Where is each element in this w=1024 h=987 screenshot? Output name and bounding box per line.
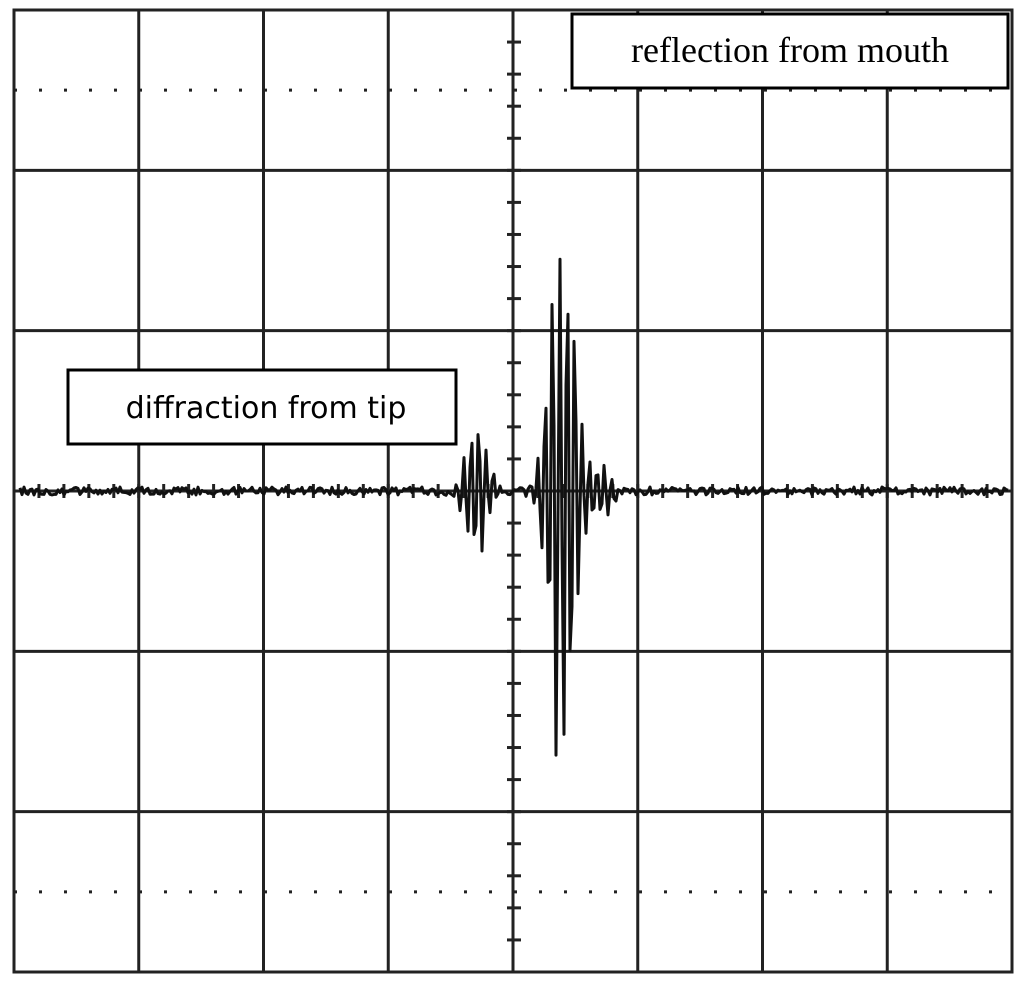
annotation-box — [66, 368, 458, 446]
annotation-text: reflection from mouth — [631, 30, 949, 70]
waveform — [18, 257, 1009, 757]
annotation-box — [570, 12, 1010, 90]
annotation-text: diffraction from tip — [126, 391, 407, 426]
diffraction-annotation: diffraction from tip — [66, 368, 458, 446]
reflection-annotation: reflection from mouth — [570, 12, 1010, 90]
